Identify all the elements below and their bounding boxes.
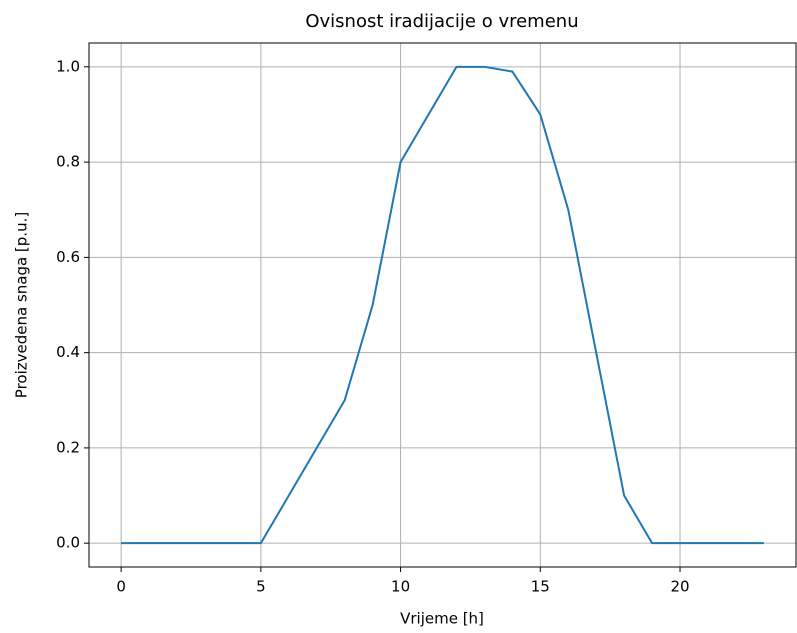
y-tick-label: 0.8 <box>56 153 80 171</box>
chart-title: Ovisnost iradijacije o vremenu <box>305 11 578 32</box>
y-tick-label: 0.4 <box>56 343 80 361</box>
x-tick-label: 10 <box>391 578 410 596</box>
y-tick-label: 0.2 <box>56 438 80 456</box>
y-tick-label: 0.0 <box>56 534 80 552</box>
x-tick-label: 0 <box>116 578 126 596</box>
x-axis-label: Vrijeme [h] <box>400 610 484 628</box>
x-tick-label: 15 <box>531 578 550 596</box>
y-axis-label: Proizvedena snaga [p.u.] <box>13 212 31 398</box>
y-tick-label: 0.6 <box>56 248 80 266</box>
y-tick-label: 1.0 <box>56 57 80 75</box>
x-tick-label: 5 <box>256 578 266 596</box>
x-tick-label: 20 <box>670 578 689 596</box>
plot-frame <box>88 42 797 568</box>
data-line <box>121 65 764 545</box>
